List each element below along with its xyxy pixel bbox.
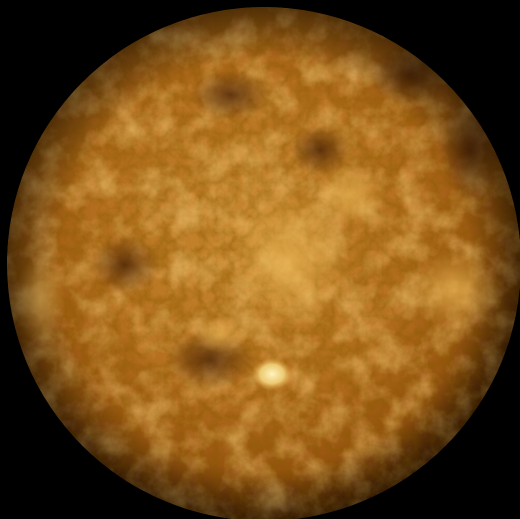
limb-darkening <box>7 7 520 519</box>
planet <box>7 7 520 519</box>
